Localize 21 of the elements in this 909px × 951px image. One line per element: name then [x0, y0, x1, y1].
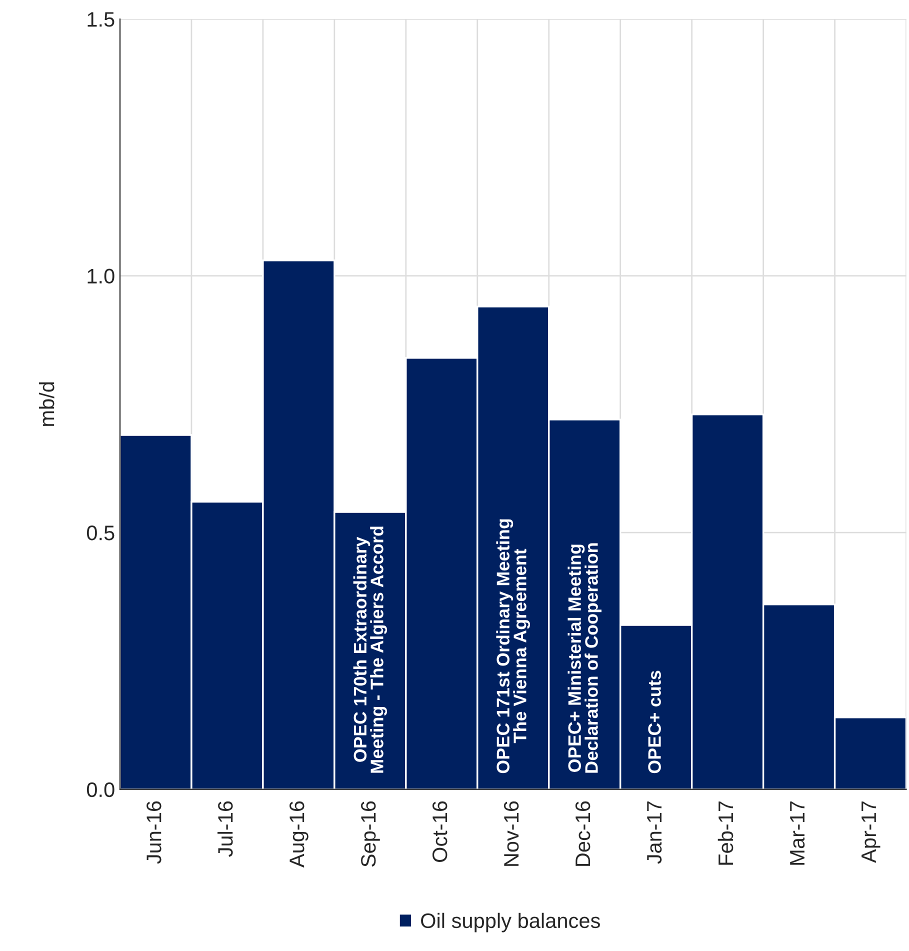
x-tick-label: Aug-16: [290, 801, 308, 868]
y-tick-label: 0.0: [86, 782, 114, 798]
x-tick-label: Oct-16: [432, 801, 448, 862]
legend-label: Oil supply balances: [421, 912, 600, 932]
x-tick-label: Dec-16: [575, 801, 590, 866]
x-tick-label: Feb-17: [718, 801, 734, 865]
x-tick-label: Jan-17: [647, 801, 662, 864]
annotation: OPEC+ Ministerial Meeting Declaration of Cooperation: [568, 543, 602, 773]
x-tick-label: Sep-16: [361, 801, 380, 867]
x-tick-label: Jul-16: [218, 801, 233, 857]
y-tick-label: 1.5: [88, 12, 114, 27]
y-tick-label: 0.5: [86, 526, 114, 540]
annotation: OPEC 171st Ordinary Meeting The Vienna Agreement: [496, 519, 530, 774]
annotation: OPEC+ cuts: [648, 670, 661, 774]
x-tick-label: Nov-16: [504, 801, 519, 866]
y-tick-label: 1.0: [88, 268, 114, 284]
y-axis-title: mb/d: [38, 382, 54, 426]
x-tick-label: Jun-16: [146, 801, 162, 864]
annotation: OPEC 170th Extraordinary Meeting - The Algiers Accord: [353, 526, 388, 773]
x-tick-label: Apr-17: [862, 801, 880, 863]
x-tick-label: Mar-17: [790, 801, 805, 865]
